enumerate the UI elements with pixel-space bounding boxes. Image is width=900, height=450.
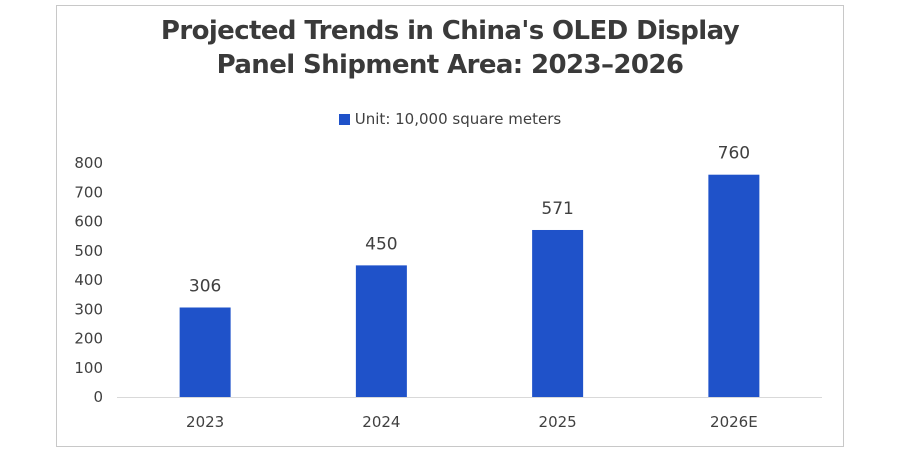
x-tick-label: 2023 xyxy=(186,413,224,431)
x-tick-label: 2026E xyxy=(710,413,758,431)
y-tick-label: 800 xyxy=(74,154,103,172)
y-tick-label: 100 xyxy=(74,359,103,377)
y-tick-label: 0 xyxy=(93,388,103,406)
legend-swatch xyxy=(338,114,350,125)
x-tick-label: 2024 xyxy=(362,413,400,431)
x-tick-label: 2025 xyxy=(539,413,577,431)
y-tick-label: 600 xyxy=(74,213,103,231)
y-tick-label: 700 xyxy=(74,183,103,201)
bar-2026e xyxy=(708,174,760,397)
y-tick-label: 500 xyxy=(74,242,103,260)
data-label: 450 xyxy=(365,234,397,254)
bar-2025 xyxy=(532,229,584,397)
legend-label: Unit: 10,000 square meters xyxy=(354,110,562,128)
y-tick-label: 300 xyxy=(74,300,103,318)
data-label: 571 xyxy=(541,199,573,219)
y-tick-label: 400 xyxy=(74,271,103,289)
bar-2024 xyxy=(355,265,407,397)
chart-title: Projected Trends in China's OLED Display… xyxy=(0,14,900,82)
data-label: 306 xyxy=(189,276,221,296)
data-label: 760 xyxy=(718,144,750,164)
chart-title-line-1: Projected Trends in China's OLED Display xyxy=(160,16,740,46)
legend: Unit: 10,000 square meters xyxy=(0,110,900,128)
chart-title-line-2: Panel Shipment Area: 2023–2026 xyxy=(216,50,684,80)
bar-2023 xyxy=(179,307,231,397)
y-tick-label: 200 xyxy=(74,330,103,348)
